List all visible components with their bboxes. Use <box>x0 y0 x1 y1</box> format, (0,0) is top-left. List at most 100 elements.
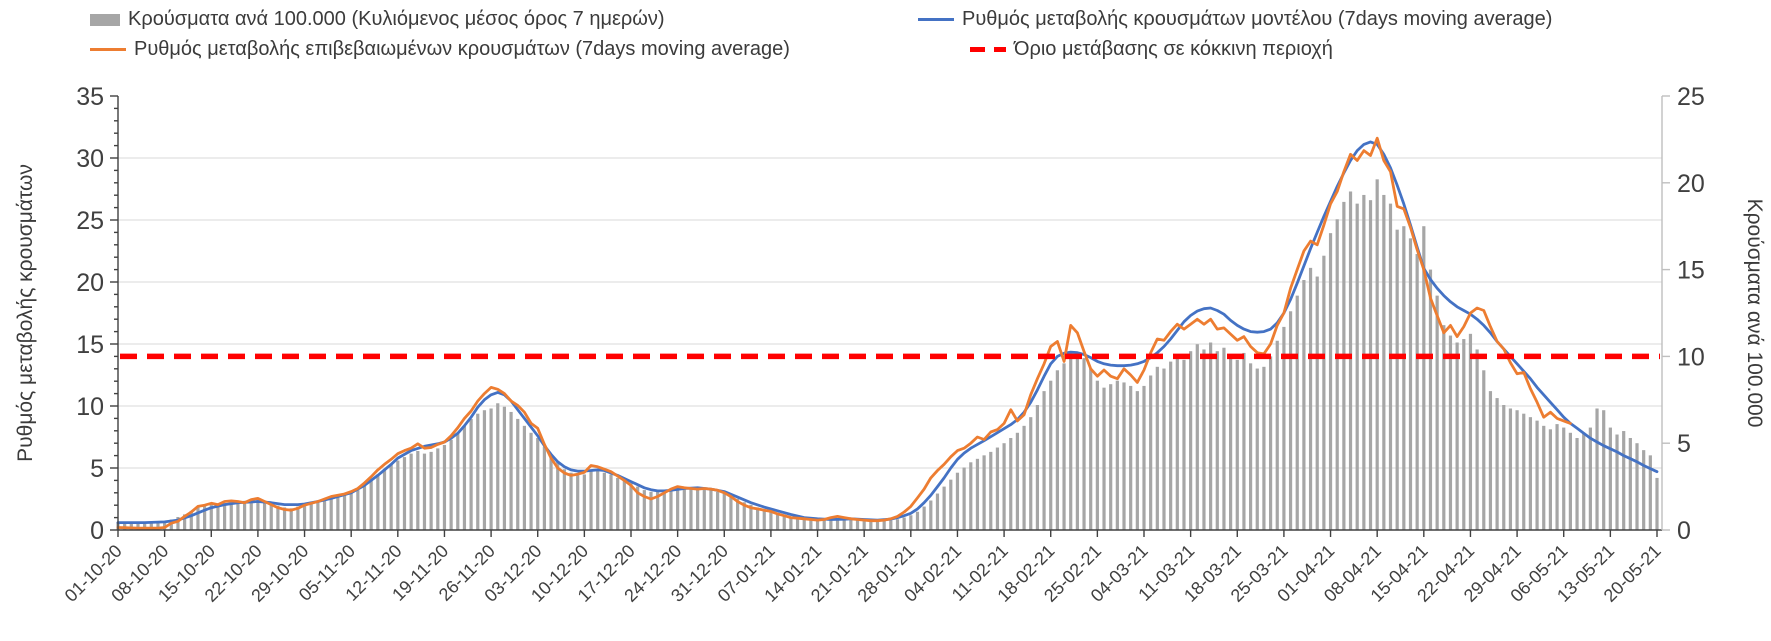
daily-bar <box>456 432 460 530</box>
daily-bar <box>196 507 200 530</box>
daily-bar <box>302 504 307 530</box>
daily-bar <box>1049 380 1053 530</box>
daily-bar <box>183 514 187 530</box>
daily-bar <box>1555 424 1559 530</box>
daily-bar <box>589 470 593 530</box>
daily-bar <box>795 517 800 530</box>
daily-bar <box>1288 311 1293 530</box>
daily-bar <box>935 493 940 530</box>
daily-bar <box>416 451 420 530</box>
daily-bar <box>1468 333 1473 530</box>
daily-bar <box>1082 358 1086 530</box>
daily-bar <box>1255 368 1259 530</box>
daily-bar <box>1029 417 1033 530</box>
daily-bar <box>1462 339 1466 530</box>
right-axis-tick-label: 5 <box>1677 430 1691 458</box>
daily-bar <box>1002 443 1006 530</box>
daily-bar <box>1189 351 1193 530</box>
daily-bar <box>1628 437 1632 530</box>
daily-bar <box>596 470 600 530</box>
right-axis-tick-label: 20 <box>1677 170 1705 198</box>
red-dashed-swatch <box>970 47 1006 52</box>
daily-bar <box>656 491 660 530</box>
daily-bar <box>735 498 740 530</box>
daily-bar <box>209 503 213 530</box>
daily-bar <box>682 487 686 530</box>
daily-bar <box>496 403 500 530</box>
daily-bar <box>842 520 846 530</box>
daily-bar <box>1542 425 1546 530</box>
daily-bar <box>636 486 640 530</box>
left-axis-tick-label: 25 <box>76 207 104 235</box>
legend-label: Όριο μετάβασης σε κόκκινη περιοχή <box>1014 38 1333 60</box>
model-rate-line <box>116 140 1659 524</box>
daily-bar <box>1388 203 1393 530</box>
daily-bar <box>602 472 606 530</box>
daily-bar <box>442 444 447 530</box>
daily-bar <box>1402 226 1406 530</box>
legend-item-confirmed-rate: Ρυθμός μεταβολής επιβεβαιωμένων κρουσμάτ… <box>90 38 790 61</box>
daily-bar <box>536 437 540 530</box>
daily-bar <box>1175 354 1179 530</box>
daily-bar <box>642 490 646 530</box>
legend-label: Ρυθμός μεταβολής επιβεβαιωμένων κρουσμάτ… <box>134 38 790 60</box>
daily-bar <box>176 516 180 530</box>
daily-bar <box>1115 380 1119 530</box>
daily-bar <box>862 520 866 530</box>
daily-bar <box>1268 356 1273 530</box>
daily-bar <box>1155 366 1159 530</box>
daily-bar <box>922 506 926 530</box>
daily-bar <box>149 522 153 530</box>
daily-bar <box>336 497 340 530</box>
daily-bar <box>1582 432 1586 530</box>
daily-bar <box>469 418 473 530</box>
daily-bar <box>1062 363 1066 530</box>
daily-bar <box>1169 361 1173 530</box>
daily-bar <box>1122 382 1126 530</box>
daily-bar <box>1275 340 1279 530</box>
daily-bar <box>1515 410 1519 530</box>
daily-bar <box>449 439 453 530</box>
confirmed-rate-line <box>116 136 1572 530</box>
daily-bar <box>1648 455 1652 530</box>
daily-bar <box>402 457 407 530</box>
daily-bar <box>1308 267 1313 530</box>
left-axis-tick-label: 20 <box>76 269 104 297</box>
daily-bar <box>1302 280 1306 530</box>
daily-bar <box>1248 363 1253 530</box>
daily-bar <box>889 520 893 530</box>
daily-bar <box>775 513 780 530</box>
daily-bar <box>1622 431 1626 530</box>
daily-bar <box>1602 410 1606 530</box>
daily-bar <box>949 479 953 530</box>
daily-bar <box>1209 342 1213 530</box>
left-axis-tick-label: 0 <box>90 517 104 545</box>
daily-bar <box>163 521 167 530</box>
daily-bar <box>1355 203 1359 530</box>
daily-bar <box>576 474 580 530</box>
daily-bar <box>689 488 693 530</box>
daily-bar <box>662 490 666 530</box>
daily-bar <box>1162 368 1166 530</box>
daily-bar <box>1262 366 1266 530</box>
daily-bar <box>1242 352 1246 530</box>
daily-bar <box>762 510 766 530</box>
daily-bar <box>276 505 280 530</box>
daily-bar <box>189 510 193 530</box>
daily-bar <box>815 519 820 530</box>
daily-bar <box>1322 255 1326 530</box>
daily-bar <box>629 483 633 530</box>
daily-bar <box>542 446 546 530</box>
daily-bar <box>649 491 653 530</box>
daily-bar <box>1428 269 1433 530</box>
daily-bar <box>716 491 720 530</box>
daily-bar <box>995 447 1000 530</box>
daily-bar <box>855 520 860 530</box>
daily-bar <box>676 486 680 530</box>
daily-bar <box>622 480 626 530</box>
daily-bar <box>143 522 147 530</box>
daily-bar <box>156 522 160 530</box>
daily-bar <box>902 517 906 530</box>
daily-bar <box>369 479 373 530</box>
